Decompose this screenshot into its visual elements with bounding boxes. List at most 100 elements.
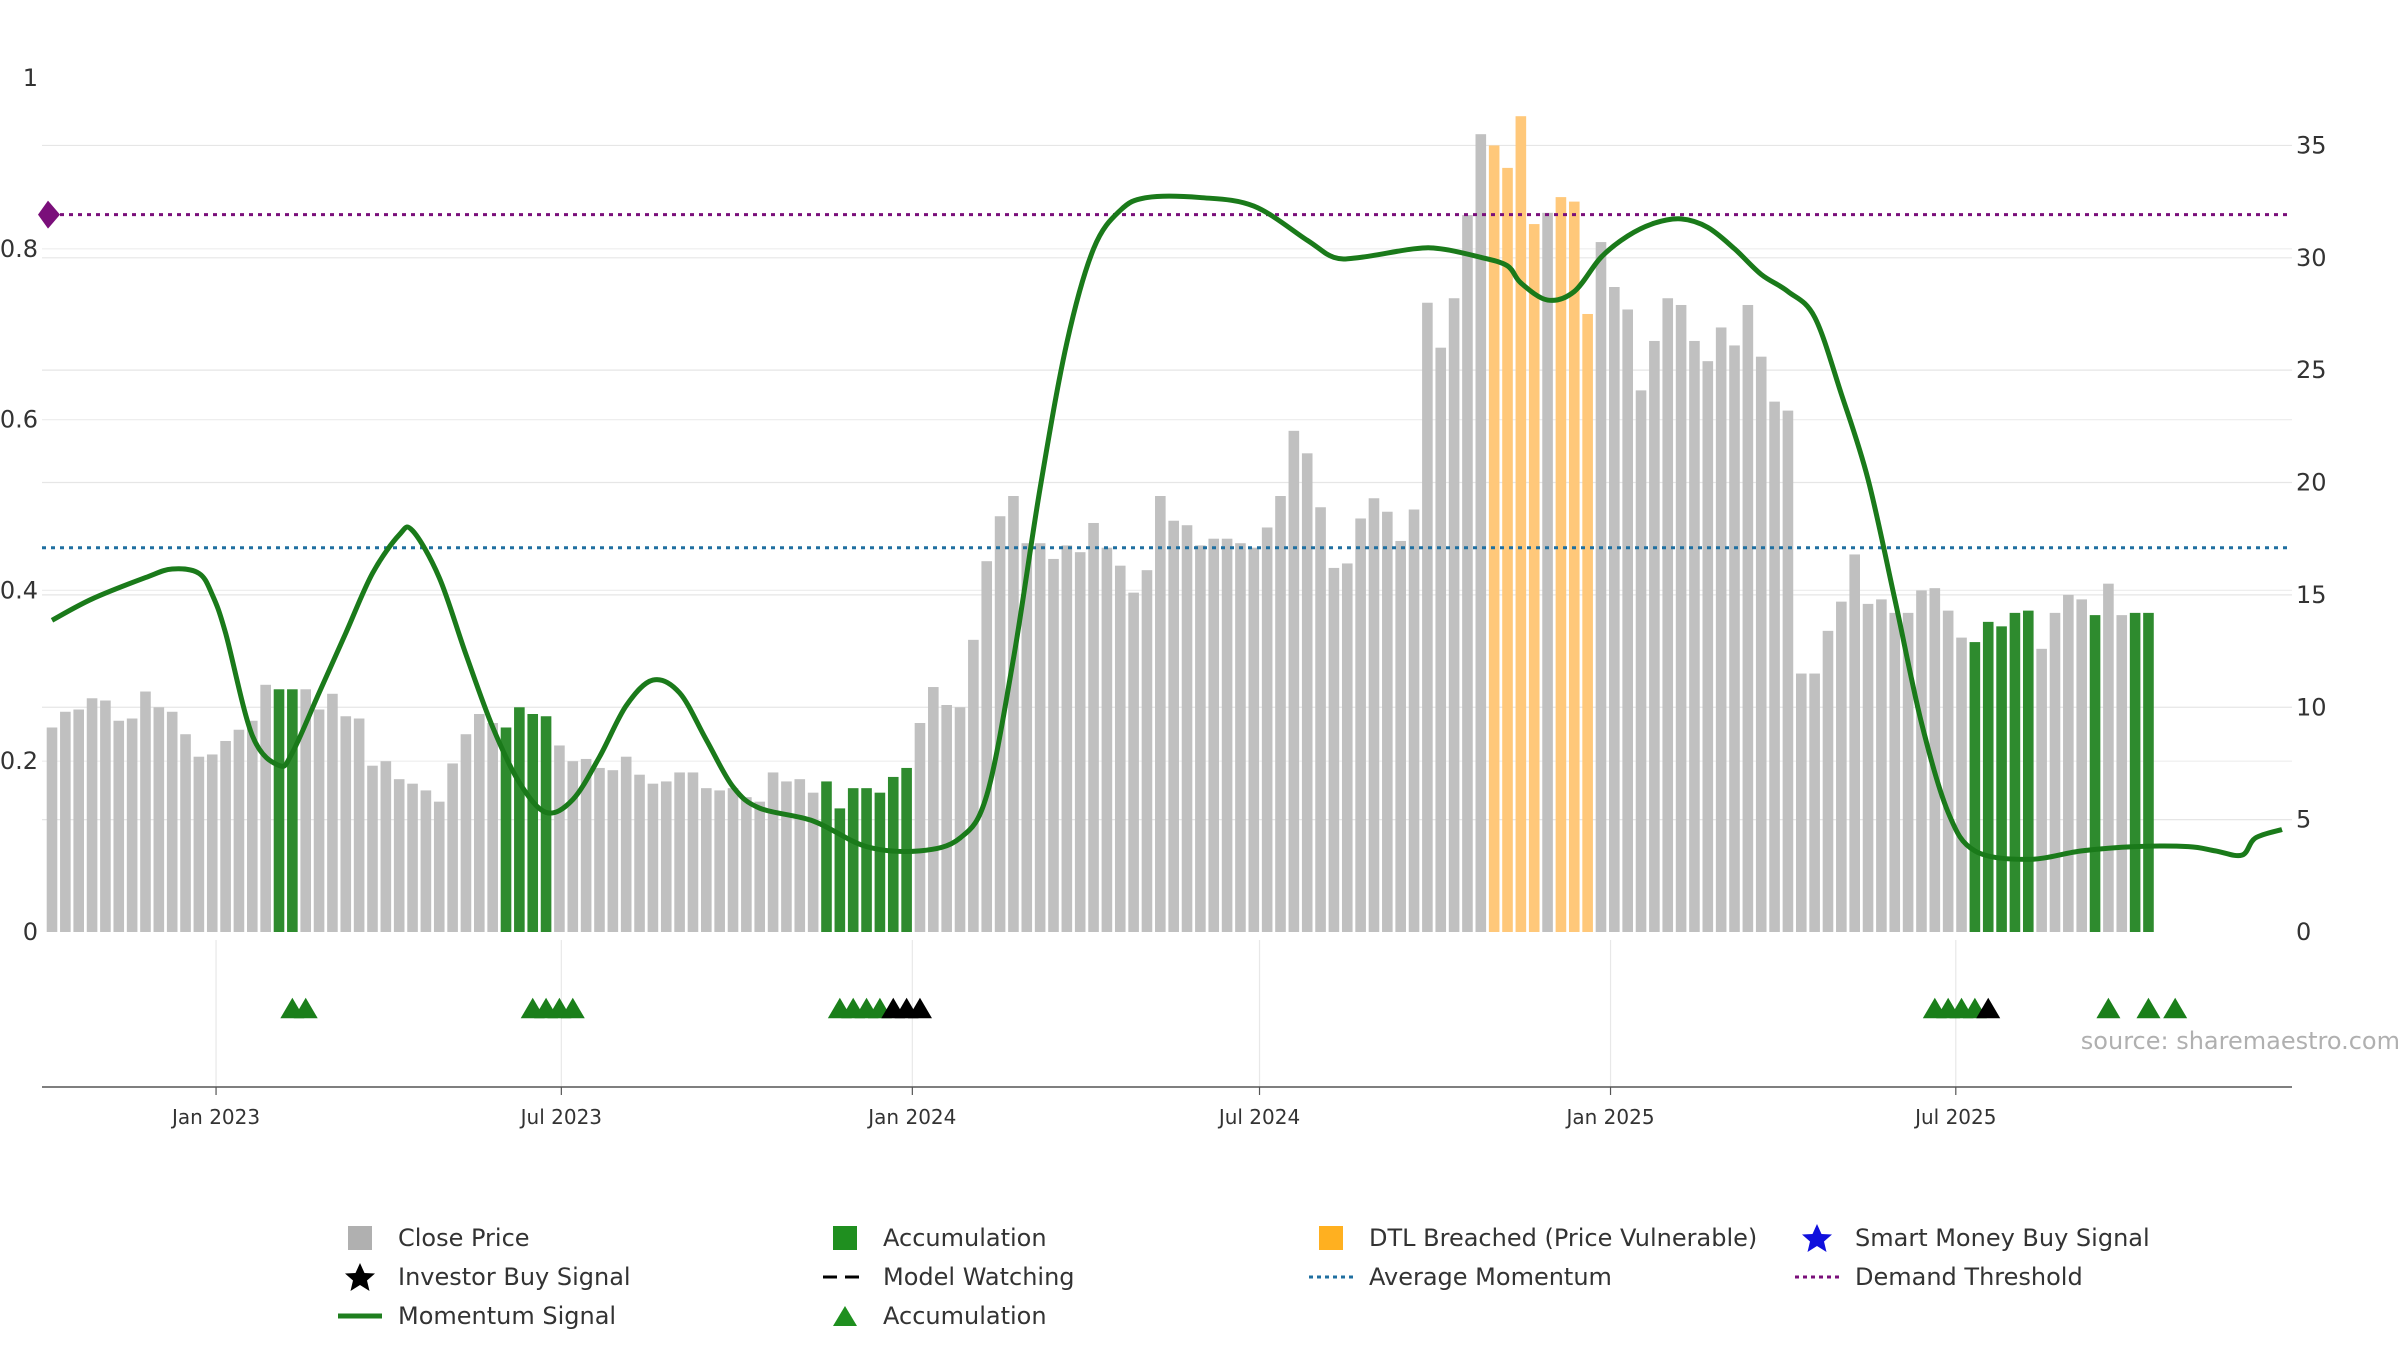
- price-bar: [206, 754, 218, 932]
- axes: 0 5 10 15 20 25 30 35 0 0.2 0.4 0.6 0.8 1 Jan 2023 Jul …: [0, 64, 2327, 1129]
- price-bar: [887, 776, 899, 932]
- price-bar: [474, 714, 485, 932]
- price-bar: [260, 684, 271, 932]
- accumulation-marker: [2096, 997, 2121, 1019]
- legend-label: DTL Breached (Price Vulnerable): [1369, 1224, 1758, 1252]
- right-tick-4: 20: [2296, 469, 2327, 497]
- legend-label: Momentum Signal: [398, 1302, 617, 1330]
- signal-markers: [280, 997, 2188, 1019]
- price-bar: [580, 758, 592, 932]
- price-bar: [1555, 197, 1567, 932]
- price-bar: [1836, 601, 1847, 932]
- left-tick-2: 0.4: [0, 576, 38, 604]
- accumulation-marker: [560, 997, 585, 1019]
- price-bar: [1715, 327, 1727, 932]
- price-bar: [1502, 167, 1513, 933]
- legend-item-accumulation: Accumulation: [823, 1223, 1047, 1253]
- price-bar: [46, 727, 58, 932]
- price-bar: [86, 698, 98, 932]
- price-bar: [2089, 615, 2101, 932]
- price-bar: [607, 770, 619, 932]
- price-bar: [1996, 626, 2007, 932]
- price-bar: [2022, 610, 2034, 932]
- momentum-signal-line: [50, 193, 2283, 862]
- star-swatch-icon: [1795, 1223, 1839, 1253]
- price-bar: [193, 756, 205, 932]
- price-bar: [1822, 630, 1834, 932]
- price-bar: [1114, 565, 1126, 932]
- price-bar: [594, 767, 605, 932]
- right-tick-0: 0: [2296, 918, 2311, 946]
- price-bar: [393, 779, 405, 932]
- price-bar: [754, 801, 766, 932]
- price-bar: [1155, 496, 1166, 932]
- price-bar: [794, 779, 806, 932]
- price-bar: [166, 711, 178, 932]
- price-bar: [660, 781, 672, 932]
- price-bar: [1515, 116, 1527, 932]
- price-bar: [500, 727, 512, 932]
- price-bar: [1889, 612, 1901, 932]
- price-bar: [1382, 511, 1393, 932]
- square-swatch-icon: [1309, 1223, 1353, 1253]
- price-bar: [2129, 612, 2141, 932]
- legend-item-investor-buy-signal: Investor Buy Signal: [338, 1262, 631, 1292]
- price-bar: [407, 783, 418, 932]
- price-bar: [821, 781, 832, 932]
- price-bar: [73, 709, 85, 932]
- price-bar: [1408, 509, 1420, 932]
- price-bar: [1141, 570, 1153, 932]
- price-bar: [674, 772, 685, 932]
- price-bar: [126, 718, 138, 932]
- price-bar: [1422, 302, 1433, 933]
- price-bar: [727, 788, 739, 932]
- price-bar: [1101, 547, 1113, 932]
- price-bar: [1902, 612, 1914, 932]
- price-bar: [246, 720, 258, 932]
- price-bar: [1622, 309, 1633, 932]
- left-tick-4: 0.8: [0, 235, 38, 263]
- price-bar: [1649, 340, 1660, 932]
- price-bar: [1168, 520, 1179, 932]
- price-bar: [1475, 134, 1487, 932]
- dot-swatch-icon: [1795, 1262, 1839, 1292]
- price-bar: [1462, 215, 1473, 932]
- price-bar: [1876, 599, 1887, 932]
- legend-label: Demand Threshold: [1855, 1263, 2083, 1291]
- price-bar: [1074, 552, 1086, 932]
- price-bar: [634, 774, 645, 932]
- price-bar: [340, 716, 352, 932]
- price-bar: [1328, 567, 1340, 932]
- price-bar: [2103, 583, 2114, 932]
- investor-buy-marker: [1976, 997, 2001, 1019]
- price-bar: [1689, 340, 1700, 932]
- left-tick-1: 0.2: [0, 747, 38, 775]
- price-bar: [874, 792, 886, 932]
- price-bar: [113, 720, 125, 932]
- price-bar: [1795, 673, 1807, 932]
- price-bar: [767, 772, 779, 932]
- price-bar: [300, 689, 312, 932]
- price-bar: [2143, 612, 2154, 932]
- price-bar: [1301, 453, 1313, 932]
- price-bar: [380, 761, 392, 932]
- price-bar: [701, 788, 712, 932]
- price-bar: [1315, 507, 1326, 932]
- price-bar: [273, 689, 285, 932]
- accumulation-marker: [293, 997, 318, 1019]
- legend-label: Average Momentum: [1369, 1263, 1612, 1291]
- price-bar: [2009, 612, 2021, 932]
- price-bar: [941, 705, 952, 932]
- price-bar: [1008, 496, 1019, 932]
- price-bar: [487, 722, 498, 932]
- price-bar: [180, 734, 191, 932]
- line-swatch-icon: [338, 1301, 382, 1331]
- price-bar: [1034, 543, 1046, 932]
- price-bar: [1675, 304, 1687, 932]
- price-bar: [687, 772, 699, 932]
- legend-label: Model Watching: [883, 1263, 1075, 1291]
- price-bar: [861, 788, 872, 932]
- price-bar: [1435, 347, 1447, 932]
- price-bar: [1862, 603, 1874, 932]
- price-bar: [527, 714, 539, 932]
